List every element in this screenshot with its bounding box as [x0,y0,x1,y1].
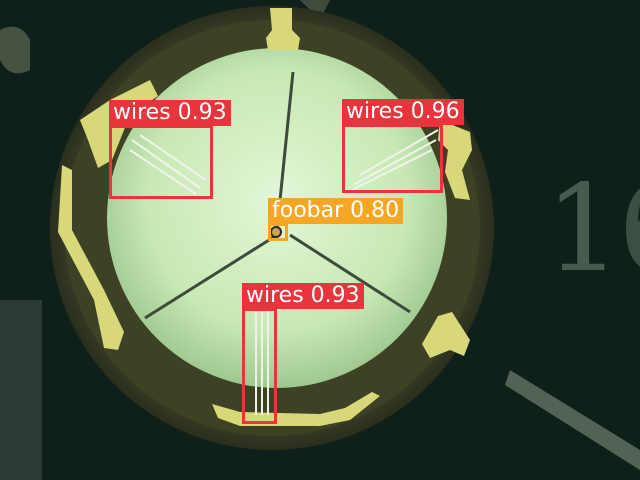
gold-pad-top [266,8,300,50]
wires-box-upper-left [109,125,213,199]
label-text: wires [113,100,171,125]
divider-left [144,233,278,320]
divider-right [289,233,411,314]
wires-label-bottom: wires 0.93 [242,283,364,309]
wires-box-upper-right [342,124,443,193]
wires-box-bottom [242,308,277,424]
score-text: 0.93 [310,283,360,308]
background-trace-left [0,26,30,74]
wires-bottom [255,310,269,415]
wires-upper-left [129,134,207,195]
score-text: 0.80 [350,198,400,223]
gold-pad-bottom [212,392,380,426]
label-text: foobar [272,198,344,223]
score-text: 0.93 [177,100,227,125]
background-digit-partial: 6 [618,160,640,299]
foobar-box [268,223,288,241]
wires-upper-right [351,129,439,191]
background-trace-right [505,370,640,470]
foobar-object [270,226,282,238]
gold-pad-upper-right [438,120,472,200]
wires-label-upper-left: wires 0.93 [109,100,231,126]
gold-pad-right [422,312,470,358]
label-text: wires [346,99,404,124]
background-digit: 1 [545,160,621,299]
foobar-label: foobar 0.80 [268,198,404,224]
gold-pad-left [58,165,124,350]
label-text: wires [246,283,304,308]
left-corner-block [0,300,42,480]
score-text: 0.96 [410,99,460,124]
wires-label-upper-right: wires 0.96 [342,99,464,125]
